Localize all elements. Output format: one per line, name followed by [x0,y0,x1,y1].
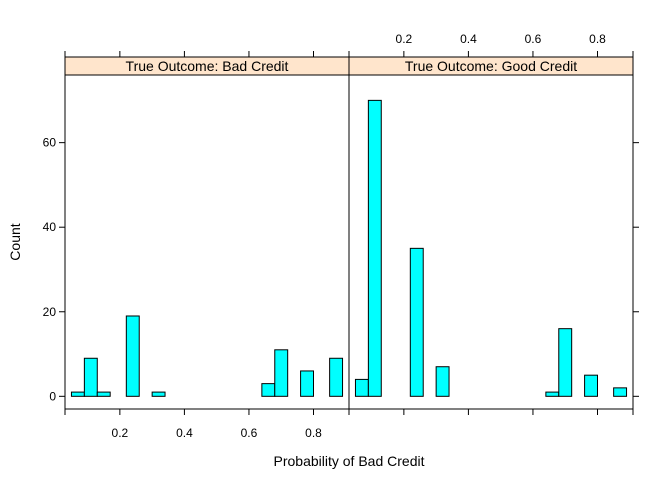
histogram-bar [613,387,628,397]
histogram-bar [274,349,289,397]
x-tick-label-top: 0.6 [525,32,542,46]
histogram-bar [261,383,276,397]
histogram-bar [558,328,573,397]
histogram-bar [545,391,560,397]
histogram-bar [70,391,85,397]
x-axis-title: Probability of Bad Credit [274,453,425,469]
x-tick-label-bottom: 0.4 [176,426,193,440]
y-axis-title: Count [7,223,23,260]
y-tick-label: 40 [43,220,57,234]
x-tick-label-top: 0.8 [589,32,606,46]
panel-2: True Outcome: Good Credit [348,56,634,410]
panel-frame [348,74,634,410]
y-tick-label: 0 [49,389,56,403]
histogram-bar [96,391,111,397]
panel-strip-label: True Outcome: Bad Credit [126,58,289,74]
axes-group: 0 20 40 60 0.2 0.4 0.6 0.8 0.2 0.4 0.6 0.8 [43,32,639,440]
x-tick-label-top: 0.4 [460,32,477,46]
histogram-bar [584,374,598,397]
x-tick-label-bottom: 0.6 [241,426,258,440]
histogram-bar [354,378,369,397]
histogram-bar [367,99,382,397]
panel-strip-label: True Outcome: Good Credit [405,58,577,74]
histogram-bar [435,366,450,397]
histogram-bar [83,357,98,397]
histogram-bar [125,315,140,397]
panel-strip [348,56,634,76]
panel-frame [64,74,350,410]
panels-group: True Outcome: Bad Credit True Outcome: Go… [64,56,634,410]
histogram-bar [329,357,344,397]
panel-1: True Outcome: Bad Credit [64,56,350,410]
histogram-bar [151,391,166,397]
y-tick-label: 20 [43,305,57,319]
histogram-bar [300,370,315,397]
x-tick-label-bottom: 0.8 [305,426,322,440]
x-tick-label-top: 0.2 [396,32,413,46]
y-tick-label: 60 [43,136,57,150]
x-tick-label-bottom: 0.2 [112,426,129,440]
histogram-bar [409,247,424,397]
